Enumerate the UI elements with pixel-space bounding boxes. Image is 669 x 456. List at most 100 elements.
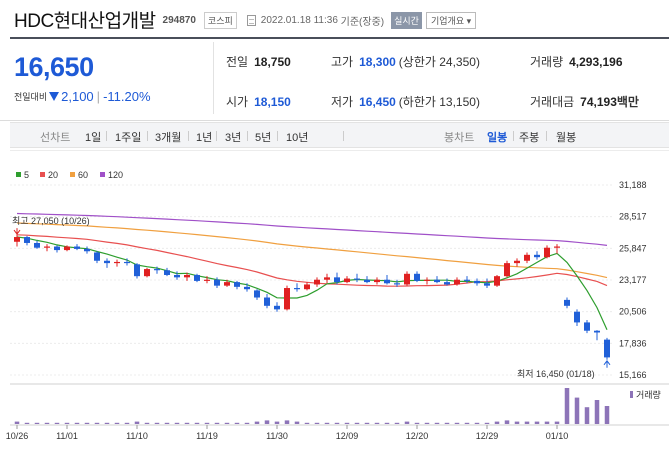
volume-bar (234, 422, 240, 424)
ma5-line (16, 236, 608, 331)
candle-body (74, 246, 80, 249)
volume-bar (124, 422, 130, 424)
volume-bar (214, 422, 220, 424)
y-tick-label: 15,166 (619, 370, 647, 380)
tab-separator (106, 131, 107, 141)
volume-bar (404, 421, 410, 424)
candle-body (84, 248, 90, 252)
high-label: 고가 (331, 55, 354, 69)
candle-body (584, 322, 590, 331)
ma60-line (16, 222, 608, 279)
y-tick-label: 31,188 (619, 180, 647, 190)
candle-body (54, 246, 60, 251)
candle-body (334, 277, 340, 283)
company-info-dropdown[interactable]: 기업개요 ▾ (425, 11, 477, 29)
tab-separator (277, 131, 278, 141)
tab-separator (546, 131, 547, 141)
tab-separator (147, 131, 148, 141)
tab-5years[interactable]: 5년 (255, 132, 272, 144)
high-annotation: 최고 27,050 (10/26) (12, 216, 90, 226)
candle-body (114, 261, 120, 264)
tab-separator (247, 131, 248, 141)
change-amount: 2,100 (61, 89, 94, 104)
x-tick-label: 11/30 (266, 431, 288, 441)
volume-bar (584, 407, 590, 424)
candle-body (64, 246, 70, 251)
candlestick-chart[interactable]: 5 20 60 120 31,188 28,517 25,847 23,177 20,506 1… (0, 150, 669, 456)
candle-body (44, 246, 50, 248)
current-price: 16,650 (14, 52, 94, 82)
candle-body (24, 237, 30, 243)
volume-bar (44, 422, 50, 424)
stock-code: 294870 (162, 15, 196, 26)
tab-1week[interactable]: 1주일 (115, 132, 142, 144)
candle-body (544, 247, 550, 258)
tab-3months[interactable]: 3개월 (155, 132, 182, 144)
tab-1day[interactable]: 1일 (85, 132, 102, 144)
market-badge: 코스피 (203, 11, 237, 29)
volume-bar (364, 422, 370, 424)
change-percent: -11.20% (103, 89, 151, 104)
candle-body (574, 311, 580, 323)
volume-bar (184, 422, 190, 424)
volume-label: 거래량 (530, 55, 564, 69)
candle-body (34, 242, 40, 248)
volume-bar (354, 422, 360, 424)
tab-monthly-candle[interactable]: 월봉 (556, 132, 577, 144)
volume-bar (504, 420, 510, 424)
tab-daily-candle[interactable]: 일봉 (487, 132, 508, 144)
candle-body (184, 274, 190, 278)
candle-body (374, 279, 380, 283)
prev-close-value: 18,750 (254, 55, 291, 69)
volume-bar (194, 422, 200, 424)
legend-ma5-label: 5 (24, 170, 29, 180)
volume-bar (244, 422, 250, 424)
x-tick-label: 11/10 (126, 431, 148, 441)
candle-body (144, 269, 150, 277)
candle-body (244, 286, 250, 290)
volume-bar (414, 422, 420, 424)
tab-weekly-candle[interactable]: 주봉 (519, 132, 540, 144)
volume-bar (154, 422, 160, 424)
realtime-button[interactable]: 실시간 (391, 11, 422, 29)
open-value: 18,150 (254, 95, 291, 109)
candle-body (604, 339, 610, 358)
y-tick-label: 17,836 (619, 338, 647, 348)
candle-body (594, 330, 600, 333)
candle-body (444, 282, 450, 285)
trade-amount: 거래대금 74,193백만 (530, 93, 639, 110)
document-icon (246, 14, 256, 26)
volume-bar (294, 421, 300, 424)
volume-bar (314, 422, 320, 424)
volume-bar (264, 420, 270, 424)
candle-body (434, 279, 440, 283)
x-tick-label: 12/29 (476, 431, 499, 441)
volume-bar (494, 421, 500, 424)
tab-separator (188, 131, 189, 141)
candle-body (134, 264, 140, 277)
x-tick-label: 12/20 (406, 431, 429, 441)
volume-bar (324, 422, 330, 424)
volume-bar (174, 422, 180, 424)
tab-1year[interactable]: 1년 (196, 132, 213, 144)
candle-body (554, 246, 560, 248)
y-tick-label: 25,847 (619, 243, 647, 253)
candle-body (524, 254, 530, 261)
amount-label: 거래대금 (530, 95, 575, 109)
volume-bar (574, 397, 580, 424)
legend-ma5-swatch (16, 172, 21, 177)
volume-bar (74, 422, 80, 424)
tab-separator (513, 131, 514, 141)
volume-bar (224, 422, 230, 424)
volume-bar (344, 422, 350, 424)
x-tick-label: 11/19 (196, 431, 218, 441)
timestamp: 2022.01.18 11:36 기준(장중) (246, 13, 384, 28)
volume-legend-swatch (630, 391, 633, 398)
tab-3years[interactable]: 3년 (225, 132, 242, 144)
change-label: 전일대비 (14, 92, 48, 102)
tab-10years[interactable]: 10년 (286, 132, 309, 144)
candle-body (124, 261, 130, 264)
candle-chart-label: 봉차트 (444, 132, 475, 144)
high-arrowhead-icon (13, 229, 21, 235)
volume-bar (114, 422, 120, 424)
